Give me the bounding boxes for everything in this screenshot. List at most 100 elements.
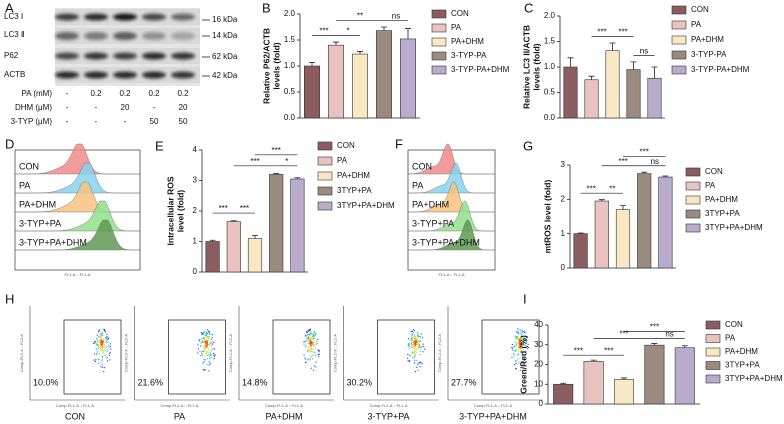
histogram-curve: [408, 162, 495, 194]
scatter-dot: [307, 343, 309, 345]
scatter-dot: [312, 354, 314, 356]
y-axis-label: Relative P62/ACTB: [261, 28, 271, 104]
scatter-dot: [516, 331, 518, 333]
bar: [563, 66, 578, 119]
scatter-dot: [97, 358, 99, 360]
scatter-dot: [413, 331, 415, 333]
scatter-dot: [409, 354, 411, 356]
y-axis-label: levels (fold): [271, 42, 281, 89]
bar: [644, 344, 665, 405]
scatter-label: PA: [174, 411, 185, 421]
scatter-dot: [420, 346, 422, 348]
scatter-dot: [315, 361, 317, 363]
error-bar: [209, 239, 216, 242]
scatter-dot: [202, 332, 205, 334]
scatter-dot: [522, 342, 524, 344]
scatter-dot: [515, 359, 517, 361]
scatter-dot: [211, 344, 213, 346]
significance-label: **: [357, 12, 363, 21]
bar: [553, 383, 574, 405]
legend-label: PA: [451, 23, 462, 32]
scatter-dot: [525, 342, 527, 344]
scatter-dot: [99, 341, 101, 343]
scatter-dot: [410, 342, 413, 344]
scatter-dot: [96, 348, 98, 350]
blot-band: [55, 13, 79, 21]
scatter-dot: [513, 355, 515, 357]
scatter-dot: [411, 332, 413, 334]
scatter-dot: [413, 334, 415, 336]
blot-size-label: 14 kDa: [212, 31, 238, 40]
scatter-dot: [511, 356, 513, 358]
y-tick-label: 20: [534, 360, 543, 369]
scatter-dot: [104, 337, 106, 339]
scatter-dot: [513, 345, 516, 347]
legend-label: 3TYP+PA+DHM: [705, 223, 763, 232]
scatter-dot: [521, 339, 523, 341]
scatter-dot: [205, 351, 207, 353]
legend-label: CON: [337, 141, 355, 150]
y-tick-label: 0.0: [544, 113, 556, 122]
scatter-dot: [201, 340, 203, 343]
scatter-dot: [204, 339, 206, 341]
histogram-label: 3-TYP+PA+DHM: [19, 237, 87, 247]
scatter-dot: [410, 341, 412, 343]
blot-band: [84, 32, 108, 40]
y-tick-label: 1.0: [544, 62, 556, 71]
scatter-dot: [313, 331, 315, 333]
bar: [352, 53, 368, 119]
scatter-dot: [527, 343, 529, 345]
scatter-dot: [99, 336, 101, 338]
treatment-cell: 0.2: [90, 89, 102, 98]
scatter-dot: [521, 342, 524, 344]
scatter-dot: [415, 343, 417, 345]
scatter-dot: [306, 334, 308, 336]
legend-swatch: [705, 320, 721, 330]
blot-band: [142, 13, 166, 21]
scatter-dot: [517, 347, 520, 349]
scatter-dot: [514, 341, 516, 343]
scatter-dot: [417, 333, 419, 335]
scatter-dot: [521, 337, 523, 339]
y-axis-label: levels (fold): [531, 43, 541, 90]
scatter-x-label: Comp-FL1-A :: FL1-A: [265, 403, 303, 408]
scatter-dot: [312, 345, 314, 347]
scatter-dot: [417, 369, 419, 371]
significance-label: **: [609, 184, 615, 193]
scatter-dot: [109, 343, 112, 345]
gate: [168, 319, 226, 395]
scatter-dot: [410, 330, 412, 333]
scatter-dot: [519, 363, 522, 365]
treatment-cell: 0.2: [177, 89, 189, 98]
panel-letter: H: [5, 291, 14, 306]
y-tick-label: 1: [193, 237, 198, 246]
treatment-cell: -: [66, 117, 69, 126]
panel-letter: C: [524, 0, 533, 15]
scatter-dot: [206, 358, 208, 360]
histogram-label: 3-TYP+PA+DHM: [412, 237, 480, 247]
scatter-dot: [313, 336, 315, 338]
scatter-dot: [200, 332, 202, 334]
scatter-dot: [309, 339, 311, 341]
scatter-dot: [208, 370, 210, 372]
panel-letter: F: [395, 136, 403, 151]
scatter-dot: [102, 331, 104, 333]
legend-swatch: [671, 5, 687, 15]
scatter-dot: [417, 336, 419, 338]
scatter-dot: [101, 355, 104, 357]
scatter-dot: [104, 346, 106, 348]
legend-label: PA: [337, 156, 348, 165]
scatter-dot: [408, 347, 410, 349]
scatter-dot: [106, 346, 108, 348]
legend-swatch: [671, 50, 687, 60]
legend-swatch: [317, 141, 333, 151]
scatter-dot: [201, 353, 203, 355]
scatter-dot: [310, 333, 312, 335]
scatter-dot: [308, 346, 310, 348]
gate: [272, 319, 331, 395]
scatter-dot: [210, 338, 212, 340]
scatter-dot: [415, 349, 417, 351]
scatter-dot: [206, 350, 208, 352]
scatter-dot: [102, 366, 104, 368]
treatment-cell: 0.2: [119, 89, 131, 98]
